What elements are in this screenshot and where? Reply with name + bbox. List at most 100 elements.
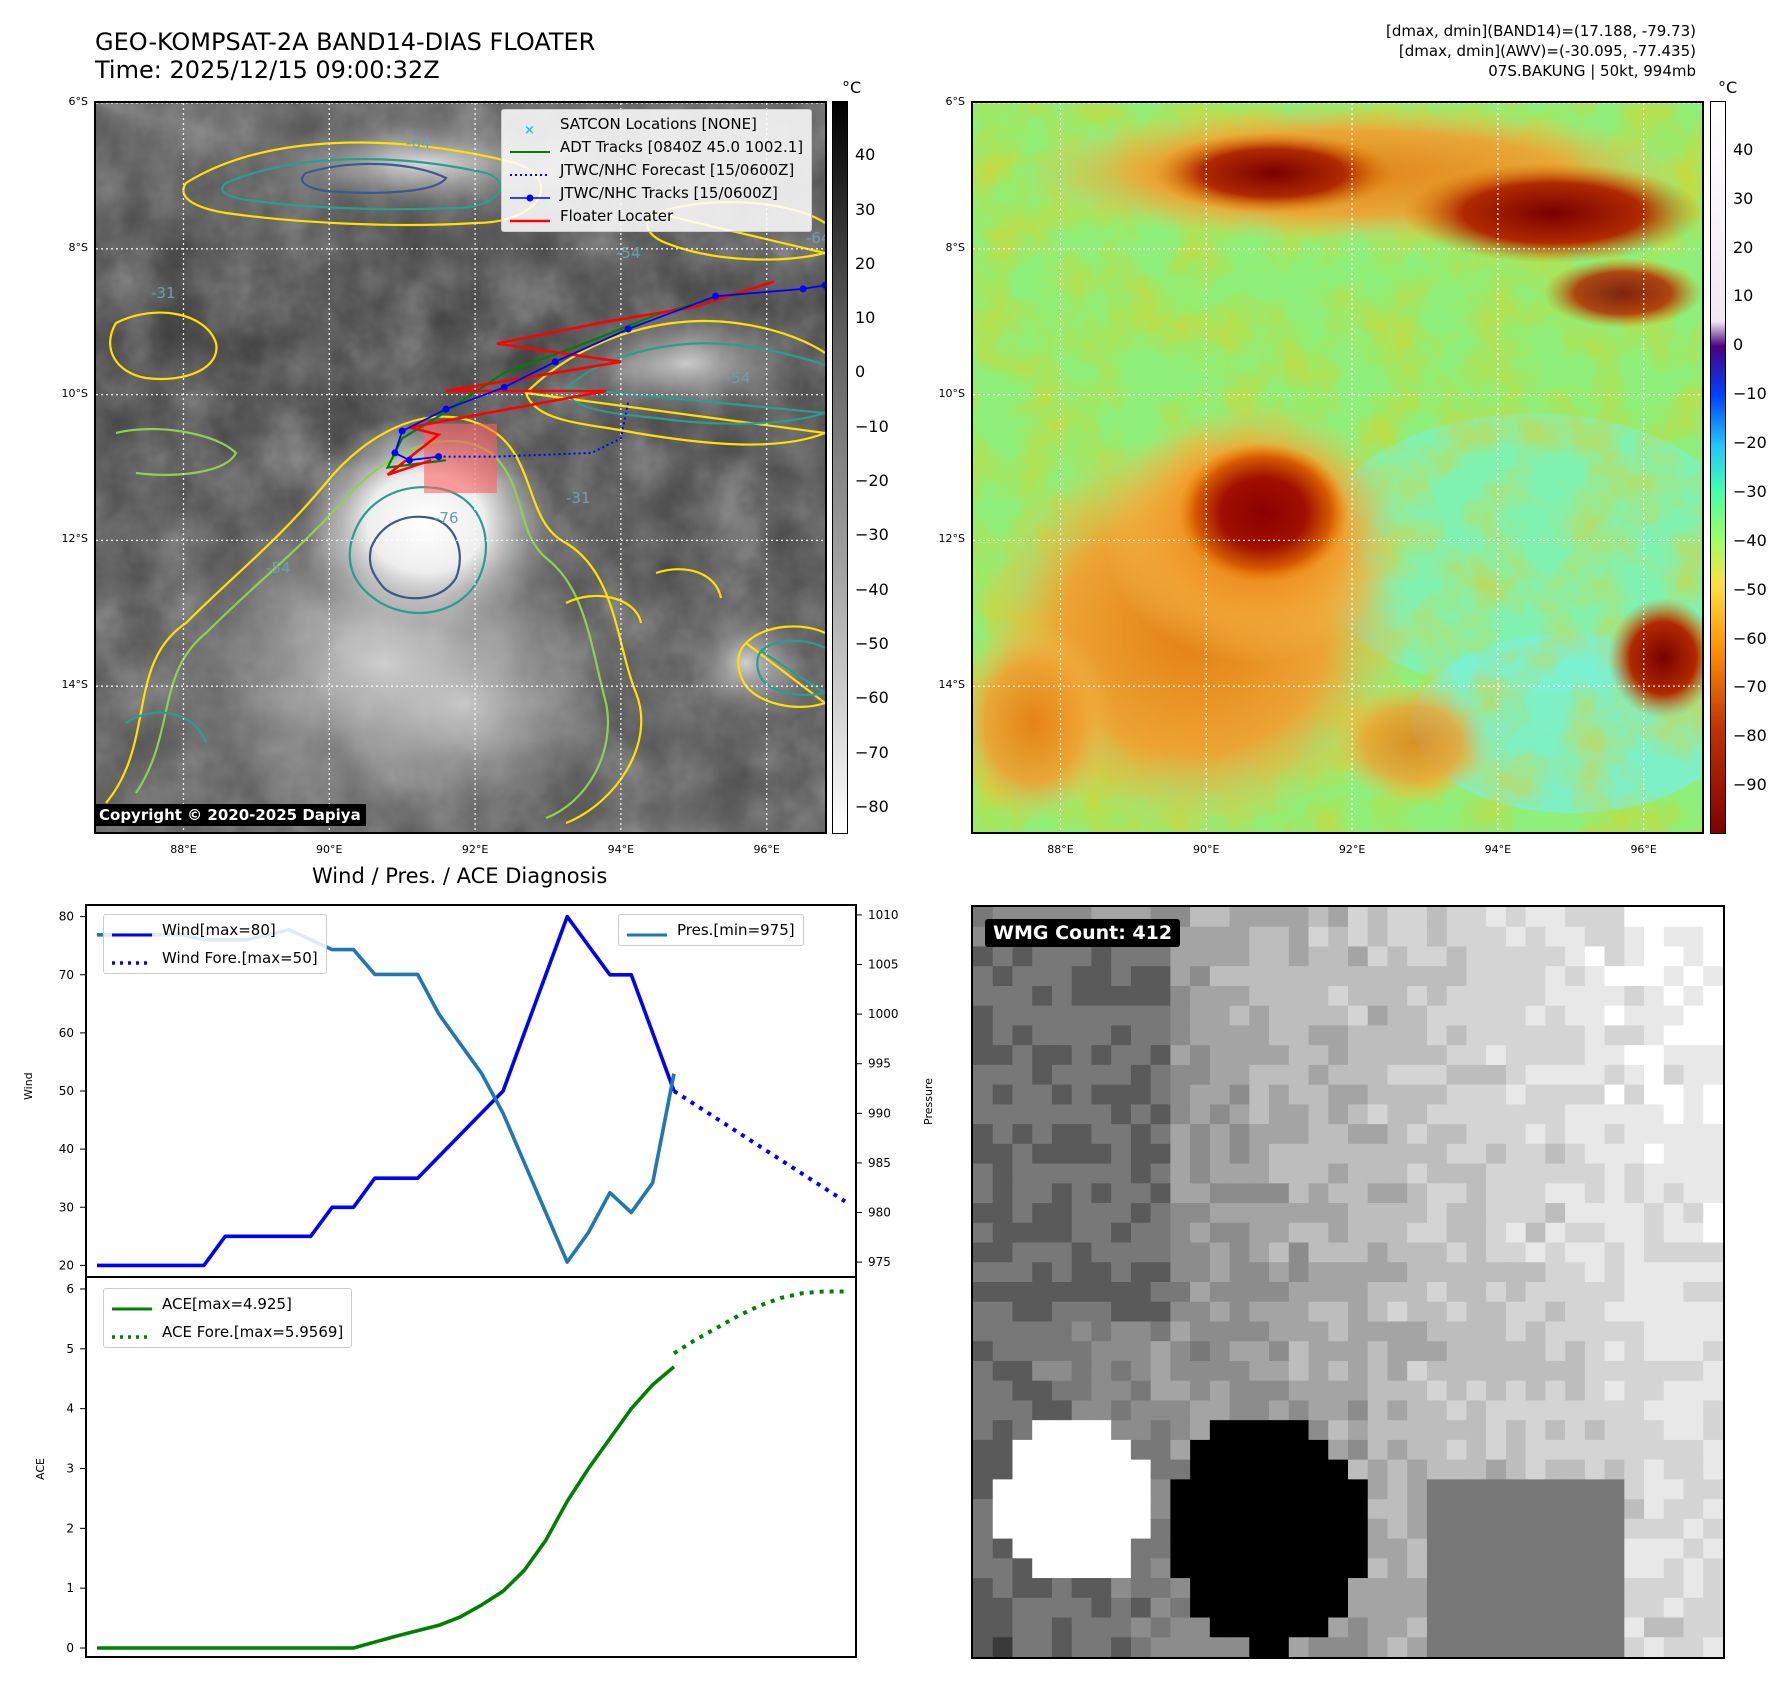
wmg-cell: [1584, 907, 1606, 928]
wmg-cell: [1229, 1321, 1250, 1342]
wmg-cell: [1249, 1439, 1270, 1461]
wmg-cell: [1683, 1459, 1704, 1480]
wmg-cell: [1190, 1499, 1211, 1520]
wmg-cell: [992, 1183, 1014, 1204]
wmg-cell: [1130, 1439, 1152, 1461]
lon-label: 94°E: [607, 843, 635, 856]
wmg-cell: [1130, 1420, 1152, 1441]
wmg-cell: [1703, 1578, 1723, 1599]
wmg-cell: [1525, 1400, 1546, 1421]
wmg-cell: [1051, 1321, 1073, 1342]
wmg-cell: [1071, 1578, 1093, 1599]
wmg-cell: [1032, 1597, 1053, 1619]
wmg-cell: [1229, 1242, 1250, 1263]
wmg-cell: [1190, 1183, 1211, 1204]
wmg-cell: [1446, 1203, 1468, 1224]
wmg-cell: [1624, 1538, 1645, 1559]
wmg-cell: [1486, 1341, 1507, 1362]
ir-colorbar-unit: °C: [842, 78, 862, 97]
wmg-cell: [1466, 1203, 1487, 1224]
wmg-cell: [1486, 1005, 1507, 1027]
wmg-cell: [1565, 1499, 1586, 1520]
wmg-cell: [1150, 1124, 1171, 1145]
wmg-cell: [1091, 1341, 1112, 1362]
wmg-cell: [992, 1143, 1014, 1165]
wmg-cell: [1644, 1499, 1665, 1520]
wmg-cell: [1367, 907, 1389, 928]
wmg-cell: [1505, 1360, 1527, 1382]
wmg-cell: [1644, 1301, 1665, 1323]
wmg-cell: [1466, 1459, 1487, 1480]
wmg-cell: [1150, 1183, 1171, 1204]
wmg-cell: [1624, 1045, 1645, 1066]
wmg-cell: [1032, 1242, 1053, 1263]
wmg-cell: [1505, 1321, 1527, 1342]
wmg-cell: [973, 1637, 994, 1657]
wmg-cell: [1308, 1420, 1329, 1441]
wmg-cell: [1545, 1124, 1566, 1145]
wmg-cell: [1426, 1143, 1448, 1165]
wmg-cell: [1130, 1360, 1152, 1382]
wmg-cell: [1545, 985, 1566, 1007]
wmg-cell: [992, 1538, 1014, 1559]
wmg-cell: [1663, 1301, 1685, 1323]
wmg-cell: [1249, 1183, 1270, 1204]
wmg-cell: [1190, 1459, 1211, 1480]
wmg-cell: [1446, 946, 1468, 967]
wmg-cell: [1071, 946, 1093, 967]
wmg-cell: [1683, 1578, 1704, 1599]
wmg-cell: [1604, 1617, 1625, 1638]
wmg-cell: [992, 1459, 1014, 1480]
wmg-cell: [1091, 946, 1112, 967]
wmg-cell: [1426, 966, 1448, 987]
colorbar-tick: −70: [855, 742, 889, 762]
wmg-cell: [1012, 1380, 1033, 1402]
wmg-cell: [1308, 1637, 1329, 1657]
wmg-cell: [1683, 1025, 1704, 1046]
wmg-cell: [1170, 1578, 1191, 1599]
wmg-cell: [1170, 1617, 1191, 1638]
wmg-cell: [973, 1518, 994, 1540]
wmg-cell: [1091, 1242, 1112, 1263]
wmg-cell: [1446, 1597, 1468, 1619]
wmg-cell: [1308, 1439, 1329, 1461]
wmg-cell: [1407, 1637, 1428, 1657]
wmg-cell: [1269, 985, 1290, 1007]
wmg-cell: [1446, 907, 1468, 928]
wmg-cell: [1348, 1064, 1369, 1086]
wmg-cell: [1407, 1025, 1428, 1046]
wmg-cell: [1051, 1360, 1073, 1382]
wmg-cell: [1348, 1143, 1369, 1165]
lon-label: 90°E: [316, 843, 343, 856]
wmg-cell: [1209, 1400, 1231, 1421]
wmg-cell: [1644, 1262, 1665, 1283]
wmg-cell: [1486, 1163, 1507, 1184]
wmg-cell: [1505, 1420, 1527, 1441]
wmg-cell: [1367, 1242, 1389, 1263]
wmg-cell: [1229, 1637, 1250, 1657]
wmg-cell: [1190, 1242, 1211, 1263]
wmg-cell: [1308, 1124, 1329, 1145]
wmg-cell: [1328, 985, 1349, 1007]
colorbar-tick: −30: [855, 525, 889, 545]
wmg-cell: [1229, 985, 1250, 1007]
wmg-cell: [1249, 1321, 1270, 1342]
wmg-cell: [1426, 1005, 1448, 1027]
wmg-cell: [1367, 1420, 1389, 1441]
wmg-cell: [992, 1518, 1014, 1540]
wmg-cell: [1663, 1025, 1685, 1046]
lat-label: 14°S: [61, 678, 88, 692]
wmg-cell: [1308, 1459, 1329, 1480]
wmg-cell: [1012, 1064, 1033, 1086]
wmg-cell: [1269, 1439, 1290, 1461]
wmg-cell: [1486, 1183, 1507, 1204]
wmg-cell: [1091, 1380, 1112, 1402]
wmg-cell: [1644, 1558, 1665, 1579]
wmg-cell: [1170, 1025, 1191, 1046]
wmg-cell: [1703, 1499, 1723, 1520]
wmg-cell: [1150, 1084, 1171, 1105]
wmg-cell: [1032, 1558, 1053, 1579]
wmg-cell: [1525, 1084, 1546, 1105]
wmg-cell: [1367, 1341, 1389, 1362]
wmg-cell: [1229, 1380, 1250, 1402]
